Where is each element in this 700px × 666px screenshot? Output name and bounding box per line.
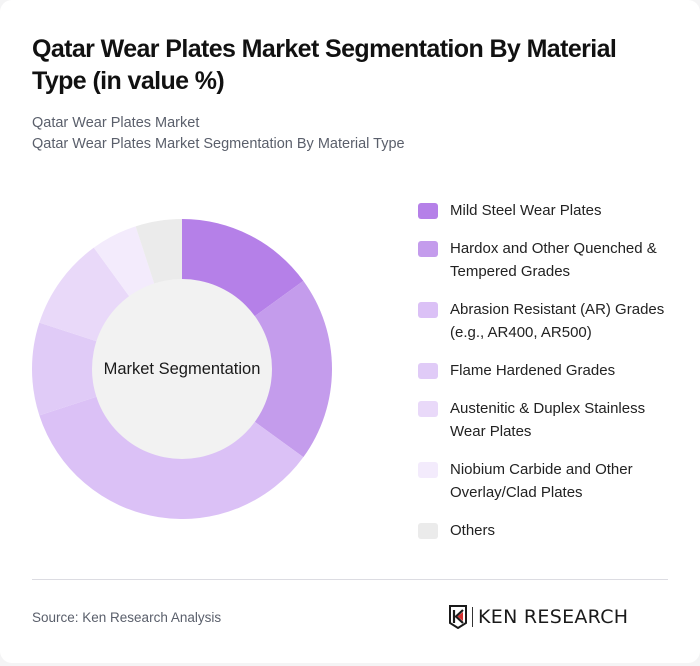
- donut-hole: [92, 279, 272, 459]
- logo-separator: [472, 607, 473, 627]
- legend-swatch: [418, 302, 438, 318]
- footer-divider: [32, 579, 668, 580]
- ken-research-logo: KEN RESEARCH: [448, 604, 628, 630]
- legend-swatch: [418, 241, 438, 257]
- logo-text: KEN RESEARCH: [478, 606, 629, 628]
- legend-item-mild-steel: Mild Steel Wear Plates: [418, 199, 678, 222]
- legend-swatch: [418, 523, 438, 539]
- legend-item-niobium-carbide: Niobium Carbide and Other Overlay/Clad P…: [418, 458, 678, 504]
- legend-label: Abrasion Resistant (AR) Grades (e.g., AR…: [450, 301, 665, 341]
- donut-chart: Market Segmentation: [32, 219, 332, 519]
- legend-label: Others: [450, 522, 496, 539]
- subtitle-segmentation: Qatar Wear Plates Market Segmentation By…: [32, 136, 405, 152]
- donut-center-label: Market Segmentation: [103, 359, 261, 378]
- source-note: Source: Ken Research Analysis: [32, 610, 222, 625]
- chart-legend: Mild Steel Wear Plates Hardox and Other …: [418, 199, 678, 542]
- subtitle-market: Qatar Wear Plates Market: [32, 115, 200, 131]
- ken-research-logo-icon: [449, 605, 467, 629]
- donut-svg: [32, 219, 332, 519]
- legend-label: Flame Hardened Grades: [450, 362, 616, 379]
- legend-label: Austenitic & Duplex Stainless Wear Plate…: [450, 400, 646, 440]
- legend-label: Mild Steel Wear Plates: [450, 202, 602, 219]
- legend-label: Hardox and Other Quenched & Tempered Gra…: [450, 240, 657, 280]
- legend-item-austenitic-duplex: Austenitic & Duplex Stainless Wear Plate…: [418, 397, 678, 443]
- legend-swatch: [418, 462, 438, 478]
- legend-swatch: [418, 401, 438, 417]
- chart-title: Qatar Wear Plates Market Segmentation By…: [32, 35, 617, 95]
- legend-item-abrasion-resistant: Abrasion Resistant (AR) Grades (e.g., AR…: [418, 298, 678, 344]
- legend-swatch: [418, 203, 438, 219]
- legend-item-others: Others: [418, 519, 678, 542]
- legend-label: Niobium Carbide and Other Overlay/Clad P…: [450, 461, 633, 501]
- legend-swatch: [418, 363, 438, 379]
- chart-subtitle: Qatar Wear Plates Market Qatar Wear Plat…: [32, 113, 672, 155]
- legend-item-flame-hardened: Flame Hardened Grades: [418, 359, 678, 382]
- legend-item-hardox: Hardox and Other Quenched & Tempered Gra…: [418, 237, 678, 283]
